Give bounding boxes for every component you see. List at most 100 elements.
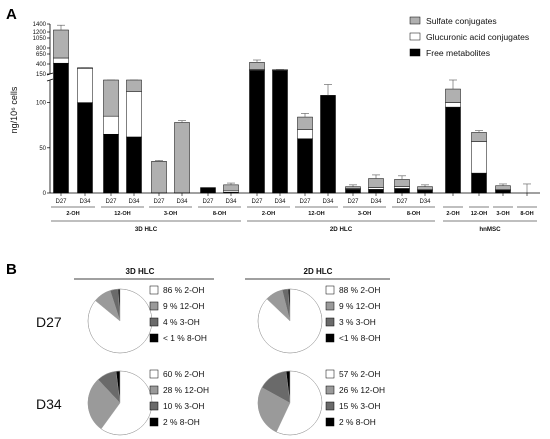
bar-sulfate-segment <box>495 185 511 190</box>
metabolite-group-label: 3-OH <box>496 211 509 217</box>
x-tick-label: D27 <box>251 199 263 205</box>
x-tick-label: D27 <box>105 199 117 205</box>
bar-sulfate-segment <box>53 29 69 59</box>
y-axis-label: ng/10⁶ cells <box>9 86 19 133</box>
bar-free-segment <box>126 136 142 194</box>
pie-legend-label: 3 % 3-OH <box>339 317 376 327</box>
bar-free-segment <box>345 189 361 194</box>
bar-free-segment <box>320 95 336 194</box>
bar-glucuronic-segment <box>77 67 93 103</box>
bar-sulfate-segment <box>445 88 461 103</box>
bar-free-segment <box>53 62 69 194</box>
pie-legend-label: 28 % 12-OH <box>163 385 209 395</box>
x-tick-label: D27 <box>299 199 311 205</box>
pie-outline <box>257 288 323 354</box>
x-tick-label: D34 <box>274 199 286 205</box>
metabolite-group-label: 12-OH <box>114 211 130 217</box>
pie-legend-label: 10 % 3-OH <box>163 401 204 411</box>
pie-legend-label: 86 % 2-OH <box>163 285 204 295</box>
bar-sulfate-segment <box>345 186 361 189</box>
pie-legend-swatch <box>325 333 335 343</box>
bar-glucuronic-segment <box>368 187 384 190</box>
legend-label: Free metabolites <box>426 48 490 58</box>
pie-legend-label: 2 % 8-OH <box>339 417 376 427</box>
y-axis-break-mark <box>46 78 54 82</box>
pie-legend-label: 4 % 3-OH <box>163 317 200 327</box>
bar-glucuronic-segment <box>103 115 119 135</box>
pie-legend-swatch <box>325 301 335 311</box>
panel-a-letter: A <box>6 6 17 23</box>
pie-legend-label: 9 % 12-OH <box>339 301 380 311</box>
pie-legend-swatch <box>149 317 159 327</box>
cell-group-label: 2D HLC <box>330 226 353 233</box>
metabolite-group-label: 2-OH <box>66 211 79 217</box>
bar-sulfate-segment <box>126 79 142 93</box>
bar-sulfate-segment <box>368 178 384 188</box>
bar-free-segment <box>297 138 313 194</box>
pie-legend-swatch <box>149 385 159 395</box>
bar-glucuronic-segment <box>126 91 142 138</box>
metabolite-group-label: 12-OH <box>308 211 324 217</box>
bar-sulfate-segment <box>174 122 190 194</box>
metabolite-group-label: 12-OH <box>471 211 487 217</box>
bar-free-segment <box>495 190 511 194</box>
x-tick-label: D34 <box>419 199 431 205</box>
bar-sulfate-segment <box>417 186 433 190</box>
bar-glucuronic-segment <box>297 129 313 140</box>
bar-free-segment <box>77 102 93 194</box>
pie-legend-label: 88 % 2-OH <box>339 285 380 295</box>
y-tick-label: 150 <box>36 72 47 78</box>
pie-column-title: 3D HLC <box>126 267 155 276</box>
pie-legend-swatch <box>325 285 335 295</box>
pie-legend-label: 26 % 12-OH <box>339 385 385 395</box>
pie-legend-swatch <box>325 417 335 427</box>
x-tick-label: D34 <box>322 199 334 205</box>
x-tick-label: D34 <box>176 199 188 205</box>
y-tick-label: 100 <box>36 101 47 107</box>
bar-glucuronic-segment <box>394 186 410 189</box>
bar-free-segment <box>445 106 461 194</box>
y-tick-label: 800 <box>36 46 47 52</box>
pie-legend-swatch <box>149 417 159 427</box>
pie-legend-swatch <box>325 401 335 411</box>
pie-charts: 3D HLC 2D HLC D27 D34 86 % 2-OH 9 % 12-OH 4 % … <box>36 267 390 436</box>
cell-group-label: 3D HLC <box>135 226 158 233</box>
bar-sulfate-segment <box>103 79 119 117</box>
x-tick-label: D27 <box>153 199 165 205</box>
bar-glucuronic-segment <box>53 57 69 64</box>
legend-swatch <box>409 16 421 25</box>
pie-legend-swatch <box>325 369 335 379</box>
pie-legend-swatch <box>149 369 159 379</box>
pie-legend-swatch <box>149 285 159 295</box>
x-tick-label: D27 <box>55 199 67 205</box>
pie-column-title: 2D HLC <box>304 267 333 276</box>
x-tick-label: D34 <box>225 199 237 205</box>
x-tick-label: D34 <box>128 199 140 205</box>
pie-legend-swatch <box>325 317 335 327</box>
pie-legend-label: 57 % 2-OH <box>339 369 380 379</box>
bar-free-segment <box>417 190 433 194</box>
metabolite-group-label: 2-OH <box>446 211 459 217</box>
metabolite-group-label: 3-OH <box>358 211 371 217</box>
bar-glucuronic-segment <box>223 190 239 193</box>
legend-swatch <box>409 32 421 41</box>
bar-sulfate-segment <box>471 132 487 142</box>
metabolite-group-label: 8-OH <box>213 211 226 217</box>
pie-legend-label: 60 % 2-OH <box>163 369 204 379</box>
pie-row-label: D34 <box>36 396 62 412</box>
pie-legend-label: 2 % 8-OH <box>163 417 200 427</box>
bar-free-segment <box>272 70 288 194</box>
bar-sulfate-segment <box>394 179 410 187</box>
bar-sulfate-segment <box>249 62 265 70</box>
y-tick-label: 400 <box>36 62 47 68</box>
y-tick-label: 1050 <box>33 36 47 42</box>
legend-label: Glucuronic acid conjugates <box>426 32 529 42</box>
x-tick-label: D27 <box>202 199 214 205</box>
pie-legend-label: < 1 % 8-OH <box>163 333 207 343</box>
y-tick-label: 1200 <box>33 30 47 36</box>
pie-legend-label: 9 % 12-OH <box>163 301 204 311</box>
bar-glucuronic-segment <box>445 102 461 108</box>
metabolite-group-label: 2-OH <box>262 211 275 217</box>
